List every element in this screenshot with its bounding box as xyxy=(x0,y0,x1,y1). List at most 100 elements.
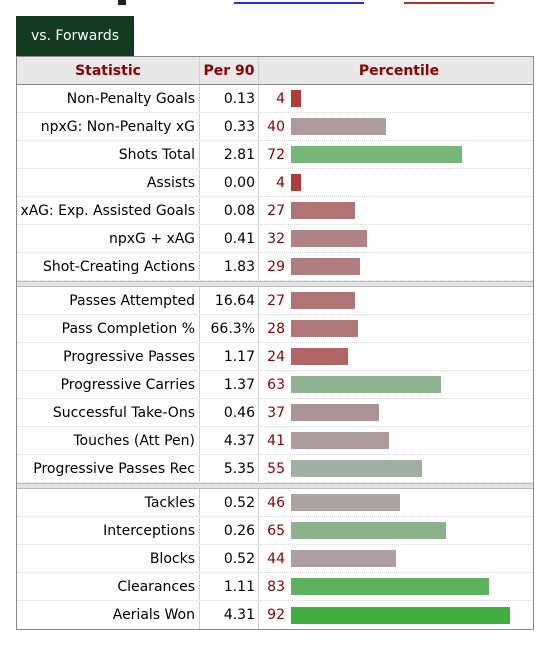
stat-name: Shot-Creating Actions xyxy=(17,253,200,280)
percentile-cell: 72 xyxy=(259,141,533,168)
per90-value: 0.26 xyxy=(200,517,259,544)
percentile-cell: 46 xyxy=(259,489,533,516)
table-body: Non-Penalty Goals 0.13 4 npxG: Non-Penalty … xyxy=(17,85,533,629)
table-row: npxG + xAG 0.41 32 xyxy=(17,225,533,253)
per90-value: 1.11 xyxy=(200,573,259,600)
per90-value: 1.37 xyxy=(200,371,259,398)
table-row: Non-Penalty Goals 0.13 4 xyxy=(17,85,533,113)
percentile-bar xyxy=(291,494,400,511)
table-row: Aerials Won 4.31 92 xyxy=(17,601,533,629)
percentile-cell: 27 xyxy=(259,287,533,314)
table-row: Tackles 0.52 46 xyxy=(17,489,533,517)
percentile-cell: 24 xyxy=(259,343,533,370)
percentile-cell: 92 xyxy=(259,601,533,629)
percentile-value: 46 xyxy=(267,494,285,511)
percentile-bar xyxy=(291,174,301,191)
per90-value: 2.81 xyxy=(200,141,259,168)
stat-name: Successful Take-Ons xyxy=(17,399,200,426)
per90-value: 66.3% xyxy=(200,315,259,342)
table-row: Shot-Creating Actions 1.83 29 xyxy=(17,253,533,281)
stat-name: Touches (Att Pen) xyxy=(17,427,200,454)
percentile-bar xyxy=(291,348,348,365)
per90-value: 0.08 xyxy=(200,197,259,224)
percentile-value: 27 xyxy=(267,292,285,309)
per90-value: 0.33 xyxy=(200,113,259,140)
percentile-bar xyxy=(291,202,355,219)
table-row: Successful Take-Ons 0.46 37 xyxy=(17,399,533,427)
percentile-value: 4 xyxy=(276,174,285,191)
per90-value: 0.52 xyxy=(200,489,259,516)
percentile-cell: 4 xyxy=(259,169,533,196)
stat-name: npxG + xAG xyxy=(17,225,200,252)
table-row: Shots Total 2.81 72 xyxy=(17,141,533,169)
percentile-cell: 37 xyxy=(259,399,533,426)
per90-value: 0.52 xyxy=(200,545,259,572)
table-row: Clearances 1.11 83 xyxy=(17,573,533,601)
top-cutoff-strip xyxy=(0,0,555,14)
percentile-value: 37 xyxy=(267,404,285,421)
percentile-value: 44 xyxy=(267,550,285,567)
stat-name: Non-Penalty Goals xyxy=(17,85,200,112)
percentile-cell: 29 xyxy=(259,253,533,280)
stat-name: Progressive Carries xyxy=(17,371,200,398)
table-header: Statistic Per 90 Percentile xyxy=(17,57,533,85)
group-separator xyxy=(17,483,533,489)
stat-name: npxG: Non-Penalty xG xyxy=(17,113,200,140)
percentile-cell: 32 xyxy=(259,225,533,252)
stat-name: xAG: Exp. Assisted Goals xyxy=(17,197,200,224)
per90-value: 5.35 xyxy=(200,455,259,482)
stat-name: Passes Attempted xyxy=(17,287,200,314)
percentile-bar xyxy=(291,578,489,595)
table-row: Progressive Carries 1.37 63 xyxy=(17,371,533,399)
per90-value: 4.31 xyxy=(200,601,259,629)
group-separator xyxy=(17,281,533,287)
header-percentile[interactable]: Percentile xyxy=(358,62,440,79)
per90-value: 0.13 xyxy=(200,85,259,112)
table-row: Progressive Passes Rec 5.35 55 xyxy=(17,455,533,483)
stat-name: Progressive Passes xyxy=(17,343,200,370)
percentile-value: 41 xyxy=(267,432,285,449)
percentile-value: 72 xyxy=(267,146,285,163)
percentile-bar xyxy=(291,550,396,567)
header-statistic[interactable]: Statistic xyxy=(17,57,200,84)
percentile-bar xyxy=(291,258,360,275)
table-row: Interceptions 0.26 65 xyxy=(17,517,533,545)
per90-value: 4.37 xyxy=(200,427,259,454)
per90-value: 0.00 xyxy=(200,169,259,196)
percentile-bar xyxy=(291,376,441,393)
tab-vs-forwards[interactable]: vs. Forwards xyxy=(16,16,134,56)
per90-value: 1.83 xyxy=(200,253,259,280)
table-row: Assists 0.00 4 xyxy=(17,169,533,197)
percentile-cell: 55 xyxy=(259,455,533,482)
table-row: Touches (Att Pen) 4.37 41 xyxy=(17,427,533,455)
percentile-value: 4 xyxy=(276,90,285,107)
stat-name: Tackles xyxy=(17,489,200,516)
cutoff-fragment xyxy=(234,2,364,4)
percentile-bar xyxy=(291,522,446,539)
percentile-bar xyxy=(291,118,386,135)
per90-value: 0.46 xyxy=(200,399,259,426)
per90-value: 16.64 xyxy=(200,287,259,314)
percentile-cell: 44 xyxy=(259,545,533,572)
percentile-cell: 63 xyxy=(259,371,533,398)
percentile-value: 65 xyxy=(267,522,285,539)
cutoff-fragment xyxy=(404,2,494,4)
percentile-cell: 27 xyxy=(259,197,533,224)
percentile-bar xyxy=(291,230,367,247)
percentile-cell: 41 xyxy=(259,427,533,454)
stat-name: Aerials Won xyxy=(17,601,200,629)
percentile-value: 27 xyxy=(267,202,285,219)
percentile-bar xyxy=(291,292,355,309)
percentile-value: 32 xyxy=(267,230,285,247)
percentile-value: 29 xyxy=(267,258,285,275)
table-row: npxG: Non-Penalty xG 0.33 40 xyxy=(17,113,533,141)
header-per90[interactable]: Per 90 xyxy=(200,57,259,84)
percentile-value: 28 xyxy=(267,320,285,337)
stat-name: Interceptions xyxy=(17,517,200,544)
per90-value: 0.41 xyxy=(200,225,259,252)
table-row: Blocks 0.52 44 xyxy=(17,545,533,573)
stat-name: Shots Total xyxy=(17,141,200,168)
percentile-cell: 28 xyxy=(259,315,533,342)
percentile-bar xyxy=(291,146,462,163)
percentile-bar xyxy=(291,90,301,107)
